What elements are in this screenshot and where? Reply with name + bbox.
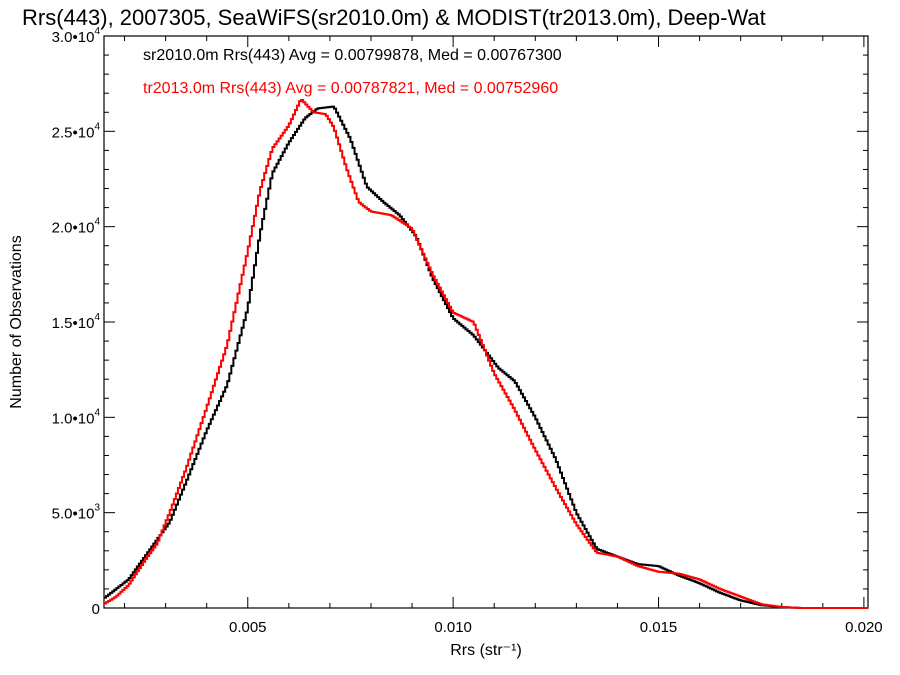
series-layer xyxy=(104,99,868,609)
y-tick-label: 0 xyxy=(92,601,100,618)
y-tick-label: 2.5•104 xyxy=(52,121,101,141)
y-tick-label: 2.0•104 xyxy=(52,217,101,237)
y-tick-label: 1.0•104 xyxy=(52,407,101,427)
y-tick-label: 3.0•104 xyxy=(52,26,101,46)
y-axis-label: Number of Observations xyxy=(8,235,25,408)
x-tick-label: 0.005 xyxy=(229,619,267,636)
y-tick-label: 1.5•104 xyxy=(52,312,101,332)
x-axis-label: Rrs (str⁻¹) xyxy=(450,642,522,659)
y-tick-label: 5.0•103 xyxy=(52,503,101,523)
x-tick-label: 0.015 xyxy=(640,619,678,636)
histogram-series-sr2010 xyxy=(104,105,868,609)
chart-title: Rrs(443), 2007305, SeaWiFS(sr2010.0m) & … xyxy=(22,5,766,30)
x-tick-label: 0.020 xyxy=(845,619,883,636)
legend-entry-sr2010: sr2010.0m Rrs(443) Avg = 0.00799878, Med… xyxy=(143,47,562,64)
histogram-series-tr2013 xyxy=(104,99,868,609)
x-tick-label: 0.010 xyxy=(434,619,472,636)
plot-frame xyxy=(103,35,869,609)
legend-entry-tr2013: tr2013.0m Rrs(443) Avg = 0.00787821, Med… xyxy=(143,80,558,97)
tick-layer: 0.005 0.010 0.015 0.020 0 5.0•103 1.0•104 1.5•1… xyxy=(52,26,883,636)
